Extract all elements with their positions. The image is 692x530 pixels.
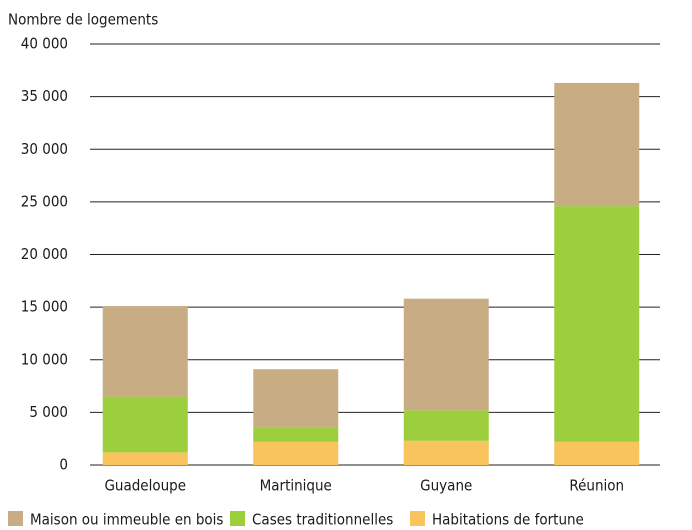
legend-swatch [230,511,245,526]
x-tick-label: Guadeloupe [104,477,186,495]
bar-segment [403,440,489,465]
legend-label: Habitations de fortune [432,511,584,529]
y-tick-label: 10 000 [21,350,68,368]
y-tick-label: 20 000 [21,245,68,263]
y-axis-label: Nombre de logements [8,11,158,29]
bar-segment [554,441,640,465]
bar-segment [554,206,640,442]
bar-segment [102,306,188,397]
bar-segment [554,82,640,207]
y-tick-label: 35 000 [21,87,68,105]
x-tick-label: Guyane [420,477,472,495]
x-tick-label: Martinique [260,477,332,495]
legend-label: Maison ou immeuble en bois [30,511,223,529]
bar-segment [253,427,339,442]
bar-segment [403,298,489,411]
y-tick-label: 40 000 [21,35,68,53]
y-tick-label: 25 000 [21,192,68,210]
legend-label: Cases traditionnelles [252,511,393,529]
bar-segment [403,410,489,441]
legend-swatch [8,511,23,526]
x-tick-label: Réunion [569,477,624,495]
bar-segment [102,452,188,465]
y-tick-label: 0 [59,456,68,474]
legend-swatch [410,511,425,526]
bar-segment [102,396,188,453]
y-tick-label: 15 000 [21,298,68,316]
bar-segment [253,441,339,465]
y-tick-label: 30 000 [21,140,68,158]
bar-segment [253,369,339,428]
y-tick-label: 5 000 [29,403,68,421]
